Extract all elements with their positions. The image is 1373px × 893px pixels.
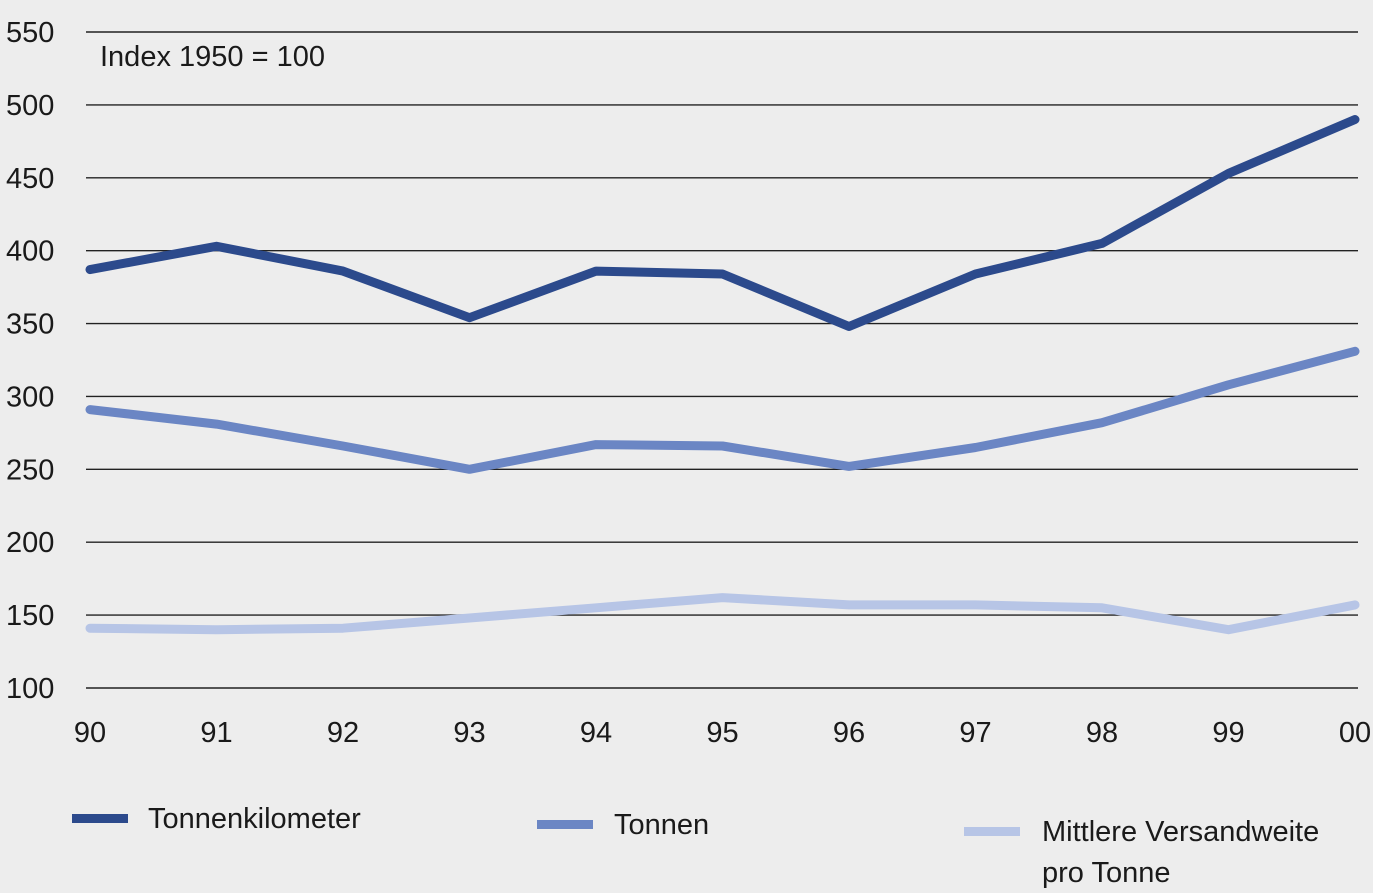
grid — [86, 31, 1358, 689]
data-point — [339, 624, 347, 632]
x-tick-label: 92 — [327, 717, 359, 749]
data-point — [1351, 601, 1359, 609]
data-point — [1098, 419, 1106, 427]
data-point — [1225, 626, 1232, 634]
y-tick-label: 500 — [6, 90, 54, 122]
y-tick-label: 150 — [6, 600, 54, 632]
data-point — [466, 314, 473, 322]
y-tick-label: 300 — [6, 381, 54, 413]
series-line-2 — [85, 346, 1360, 474]
series — [85, 115, 1360, 635]
data-point — [86, 624, 94, 632]
data-point — [1098, 239, 1106, 247]
y-tick-label: 200 — [6, 527, 54, 559]
data-point — [592, 604, 600, 612]
y-tick-label: 100 — [6, 673, 54, 705]
series-line-3 — [85, 593, 1360, 635]
data-point — [466, 614, 473, 622]
data-point — [339, 442, 347, 450]
y-tick-label: 400 — [6, 236, 54, 268]
data-point — [1098, 604, 1106, 612]
x-tick-label: 00 — [1339, 717, 1371, 749]
legend-swatch — [964, 827, 1020, 836]
data-point — [1351, 115, 1359, 123]
x-tick-label: 90 — [74, 717, 106, 749]
data-point — [972, 443, 979, 451]
y-tick-label: 550 — [6, 17, 54, 49]
data-point — [845, 601, 853, 609]
x-axis-ticks: 90 91 92 93 94 95 96 97 98 99 00 — [74, 717, 1371, 749]
legend-swatch — [72, 814, 128, 823]
x-tick-label: 97 — [959, 717, 991, 749]
data-point — [972, 601, 979, 609]
index-annotation: Index 1950 = 100 — [100, 41, 325, 73]
y-axis-ticks: 100 150 200 250 300 350 400 450 500 550 — [6, 17, 54, 705]
data-point — [339, 267, 347, 275]
data-point — [719, 442, 726, 450]
x-tick-label: 91 — [200, 717, 232, 749]
data-point — [1225, 169, 1232, 177]
data-point — [466, 465, 473, 473]
data-point — [592, 267, 600, 275]
x-tick-label: 94 — [580, 717, 612, 749]
data-point — [213, 420, 220, 428]
series-line-1 — [85, 115, 1360, 331]
legend-label: Tonnen — [614, 809, 709, 841]
data-point — [719, 594, 726, 602]
data-point — [845, 462, 853, 470]
data-point — [1225, 381, 1232, 389]
x-tick-label: 95 — [706, 717, 738, 749]
legend: Tonnenkilometer Tonnen Mittlere Versandwei… — [72, 803, 1319, 889]
x-tick-label: 99 — [1212, 717, 1244, 749]
y-tick-label: 450 — [6, 163, 54, 195]
x-tick-label: 98 — [1086, 717, 1118, 749]
data-point — [845, 322, 853, 330]
data-point — [86, 406, 94, 414]
data-point — [719, 270, 726, 278]
legend-swatch — [537, 820, 593, 829]
legend-label: Tonnenkilometer — [148, 803, 361, 835]
data-point — [213, 626, 220, 634]
data-point — [86, 266, 94, 274]
y-tick-label: 250 — [6, 454, 54, 486]
data-point — [972, 270, 979, 278]
data-point — [213, 242, 220, 250]
data-point — [1351, 347, 1359, 355]
x-tick-label: 93 — [453, 717, 485, 749]
y-tick-label: 350 — [6, 309, 54, 341]
x-tick-label: 96 — [833, 717, 865, 749]
data-point — [592, 441, 600, 449]
legend-label: Mittlere Versandweite pro Tonne — [1042, 816, 1319, 888]
